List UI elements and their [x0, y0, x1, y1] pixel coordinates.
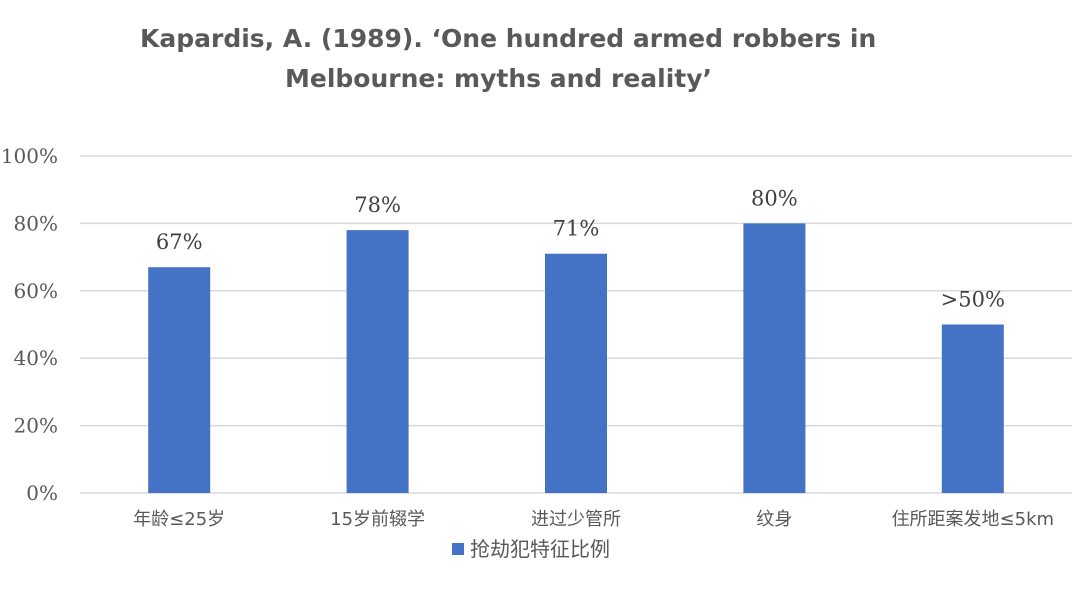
y-tick-label: 100%: [1, 144, 58, 168]
bar: [545, 253, 607, 493]
x-tick-label: 进过少管所: [531, 509, 621, 530]
y-tick-label: 80%: [14, 211, 58, 235]
x-tick-label: 年龄≤25岁: [133, 509, 225, 530]
data-label: >50%: [941, 288, 1005, 312]
x-tick-label: 纹身: [756, 509, 792, 530]
data-label: 80%: [751, 186, 798, 210]
y-tick-label: 20%: [14, 414, 58, 438]
data-label: 67%: [156, 230, 203, 254]
y-tick-label: 0%: [26, 481, 58, 505]
legend-swatch: [452, 543, 464, 555]
legend-label: 抢劫犯特征比例: [470, 537, 610, 561]
chart-title-line-1: Kapardis, A. (1989). ‘One hundred armed …: [140, 24, 877, 53]
data-label: 78%: [354, 193, 401, 217]
bar: [743, 223, 806, 493]
bar: [941, 324, 1004, 493]
bar: [346, 230, 409, 493]
x-tick-label: 住所距案发地≤5km: [892, 509, 1055, 530]
chart-title-line-2: Melbourne: myths and reality’: [285, 64, 713, 93]
data-label: 71%: [553, 217, 600, 241]
y-tick-label: 60%: [14, 279, 58, 303]
x-tick-label: 15岁前辍学: [330, 509, 425, 530]
y-tick-label: 40%: [14, 346, 58, 370]
bar: [148, 267, 211, 493]
